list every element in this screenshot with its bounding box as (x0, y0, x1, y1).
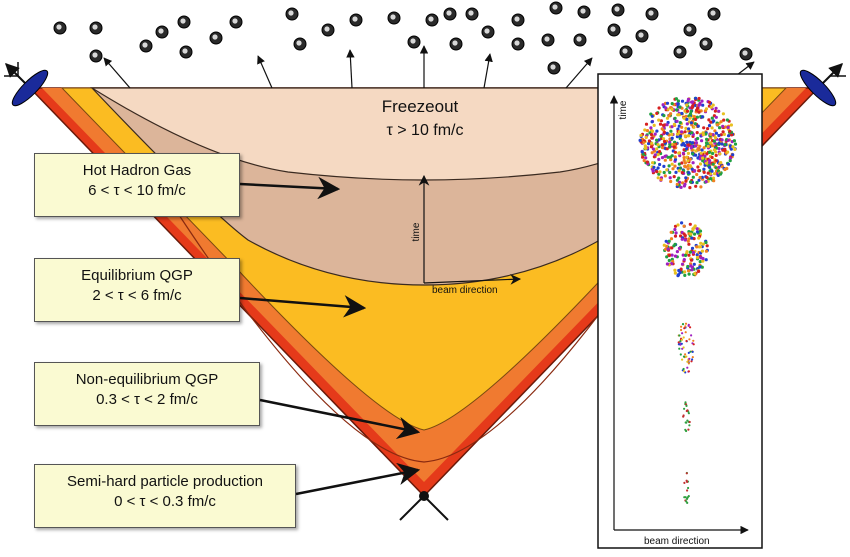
hadron-particle-icon (139, 39, 153, 53)
label-semihard-production: Semi-hard particle production 0 < τ < 0.… (34, 464, 296, 528)
collision-leg-right (423, 495, 449, 521)
nucleus-icon (4, 62, 49, 107)
stage-name: Semi-hard particle production (67, 473, 263, 490)
pointer-equilibrium-qgp (239, 295, 367, 318)
hadron-particle-icon (155, 25, 169, 39)
hadron-particle-icon (209, 31, 223, 45)
hadron-particle-icon (607, 23, 621, 37)
inset-time-label: time (618, 100, 629, 119)
hadron-particle-icon (449, 37, 463, 51)
hadron-particle-icon (707, 7, 721, 21)
inset-snapshots (638, 96, 738, 504)
hadron-particle-icon (285, 7, 299, 21)
label-hot-hadron-gas: Hot Hadron Gas 6 < τ < 10 fm/c (34, 153, 240, 217)
nucleus-icon (799, 63, 846, 107)
hadron-particle-icon (739, 47, 753, 61)
hadron-particle-icon (549, 1, 563, 15)
hadron-particle-icon (443, 7, 457, 21)
label-equilibrium-qgp: Equilibrium QGP 2 < τ < 6 fm/c (34, 258, 240, 322)
outgoing-arrows (103, 45, 755, 89)
hadron-particle-icon (611, 3, 625, 17)
hadron-particle-icon (577, 5, 591, 19)
nonequilibrium-boundary (149, 169, 699, 463)
hadron-particle-icon (89, 49, 103, 63)
stage-range: 2 < τ < 6 fm/c (92, 287, 182, 304)
hadron-particle-icon (53, 21, 67, 35)
hadron-particle-icon (425, 13, 439, 27)
hadron-particle-icon (619, 45, 633, 59)
label-nonequilibrium-qgp: Non-equilibrium QGP 0.3 < τ < 2 fm/c (34, 362, 260, 426)
snapshot-blob (662, 221, 709, 278)
hadron-particle-icon (683, 23, 697, 37)
inset-beam-label: beam direction (644, 536, 710, 547)
stage-name: Equilibrium QGP (81, 267, 193, 284)
hadron-particle-icon (321, 23, 335, 37)
inset-panel: time beam direction (597, 73, 763, 549)
collision-point-icon (419, 491, 429, 501)
pointer-nonequilibrium-qgp (259, 398, 421, 440)
hadron-particle-icon (511, 37, 525, 51)
center-beam-label: beam direction (432, 285, 498, 296)
pointer-hot-hadron-gas (239, 176, 341, 200)
hadron-particle-icon (541, 33, 555, 47)
stage-range: 0 < τ < 0.3 fm/c (114, 493, 216, 510)
stage-range: 0.3 < τ < 2 fm/c (96, 391, 198, 408)
hadron-particle-icon (673, 45, 687, 59)
freezeout-range: τ > 10 fm/c (386, 122, 464, 139)
hadron-particle-icon (387, 11, 401, 25)
hadron-particle-icon (229, 15, 243, 29)
hadron-particle-icon (573, 33, 587, 47)
hadron-particles (53, 1, 753, 75)
stage-name: Hot Hadron Gas (82, 162, 192, 179)
stage-name: Non-equilibrium QGP (75, 371, 219, 388)
snapshot-blob (677, 322, 695, 374)
collision-leg-left (399, 495, 425, 521)
hadron-particle-icon (699, 37, 713, 51)
snapshot-blob (683, 471, 690, 504)
center-beam-axis (423, 274, 522, 285)
hadron-particle-icon (511, 13, 525, 27)
hadron-particle-icon (349, 13, 363, 27)
hadron-particle-icon (89, 21, 103, 35)
stage-range: 6 < τ < 10 fm/c (88, 182, 186, 199)
snapshot-blob (638, 96, 738, 190)
hadron-particle-icon (293, 37, 307, 51)
hadron-particle-icon (179, 45, 193, 59)
hadron-particle-icon (407, 35, 421, 49)
snapshot-blob (682, 401, 691, 433)
freezeout-title: Freezeout (381, 97, 459, 116)
hadron-particle-icon (645, 7, 659, 21)
center-time-label: time (411, 222, 422, 241)
hadron-particle-icon (481, 25, 495, 39)
hadron-particle-icon (465, 7, 479, 21)
hadron-particle-icon (635, 29, 649, 43)
pointer-semihard (295, 462, 421, 496)
hadron-particle-icon (547, 61, 561, 75)
hadron-particle-icon (177, 15, 191, 29)
